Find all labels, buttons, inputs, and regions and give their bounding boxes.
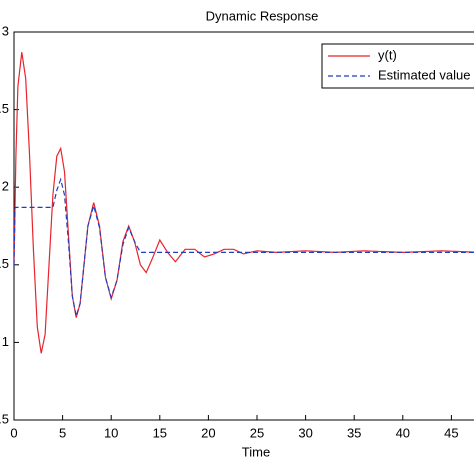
legend-box [321,43,474,89]
y-tick-label: 2.5 [0,101,9,116]
x-tick-label: 20 [201,425,215,440]
series-line [14,177,474,317]
x-tick-label: 15 [153,425,167,440]
x-tick-label: 10 [104,425,118,440]
x-tick-label: 40 [396,425,410,440]
legend-label: Estimated value [378,67,471,82]
x-tick-label: 5 [59,425,66,440]
y-tick-label: 3 [2,23,9,38]
x-tick-label: 35 [347,425,361,440]
y-tick-label: 1 [2,334,9,349]
legend-label: y(t) [378,47,397,62]
chart-title: Dynamic Response [206,8,319,23]
x-tick-label: 0 [10,425,17,440]
x-axis-label: Time [242,444,270,459]
x-tick-label: 45 [444,425,458,440]
y-tick-label: 0.5 [0,411,9,426]
x-tick-label: 30 [298,425,312,440]
y-tick-label: 2 [2,179,9,194]
y-tick-label: 1.5 [0,256,9,271]
plot-area [13,31,474,421]
x-tick-label: 25 [250,425,264,440]
